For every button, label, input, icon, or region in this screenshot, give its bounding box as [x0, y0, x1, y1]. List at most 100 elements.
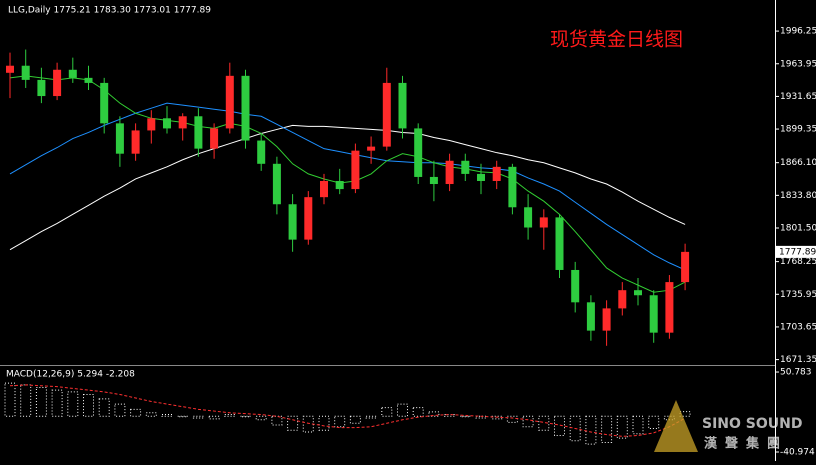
candle-body	[367, 146, 376, 151]
candle-body	[382, 82, 391, 147]
header: LLG,Daily 1775.21 1783.30 1773.01 1777.8…	[8, 6, 211, 16]
candle-body	[68, 69, 77, 78]
y-tick-label: 1801.50	[780, 224, 816, 234]
macd-bar	[506, 415, 518, 423]
candle-body	[665, 282, 674, 333]
watermark-logo	[654, 400, 698, 452]
macd-bar	[240, 415, 251, 418]
candle-body	[257, 140, 266, 164]
candle-body	[84, 77, 93, 83]
candle-body	[304, 197, 313, 240]
candle-body	[320, 180, 328, 198]
candle-body	[131, 130, 140, 154]
watermark: SINO SOUND 漢聲集團	[654, 400, 802, 452]
macd-bar	[632, 415, 644, 435]
y-tick-label: 1735.95	[780, 290, 816, 300]
macd-bar	[334, 415, 346, 428]
candle-body	[100, 82, 109, 124]
macd-bar	[585, 415, 597, 445]
candle-body	[681, 251, 690, 283]
macd-bar	[569, 415, 581, 442]
candle-body	[37, 79, 46, 97]
candle-body	[539, 217, 548, 228]
candle-body	[53, 69, 62, 97]
macd-bar	[98, 398, 110, 417]
candle-body	[508, 166, 517, 208]
candle-body	[241, 75, 250, 141]
y-tick-label: 1899.35	[780, 125, 816, 135]
y-tick-label: -40.974	[780, 448, 815, 458]
candle-body	[414, 128, 423, 177]
macd-bar	[522, 415, 534, 428]
y-tick-label: 1963.95	[780, 59, 816, 69]
y-tick-label: 1671.35	[780, 355, 816, 365]
candle-body	[634, 290, 642, 296]
candle-body	[225, 75, 234, 129]
candle-body	[445, 160, 454, 185]
y-tick-label: 1931.65	[780, 92, 816, 102]
macd-bar	[145, 412, 157, 417]
candle-body	[524, 207, 533, 228]
candle-body	[602, 308, 611, 331]
chart-title: 现货黄金日线图	[550, 29, 683, 51]
macd-bar	[381, 407, 393, 417]
macd-bar	[554, 415, 565, 436]
macd-bar	[83, 394, 94, 417]
candle-body	[351, 150, 360, 190]
candle-body	[288, 204, 297, 240]
candle-body	[429, 176, 438, 185]
macd-bar	[177, 415, 189, 418]
candle-body	[6, 65, 14, 73]
macd-bar	[397, 403, 408, 417]
candle-body	[21, 65, 30, 80]
candle-body	[178, 116, 187, 129]
macd-bar	[35, 387, 47, 417]
y-tick-label: 1996.25	[780, 27, 816, 37]
y-tick-label: 1703.65	[780, 322, 816, 332]
candle-body	[555, 217, 564, 270]
watermark-brand: SINO SOUND	[702, 416, 802, 432]
candle-body	[477, 173, 485, 181]
macd-title: MACD(12,26,9) 5.294 -2.208	[6, 370, 135, 380]
macd-bar	[459, 415, 471, 418]
moving-average	[9, 75, 686, 293]
macd-bar	[67, 391, 79, 417]
macd-bar	[648, 415, 660, 429]
last-price-label: 1777.89	[779, 247, 816, 257]
macd-bar	[349, 415, 361, 424]
y-tick-label: 50.783	[780, 368, 812, 378]
candle-body	[210, 128, 219, 149]
y-tick-label: 1768.25	[780, 257, 816, 267]
macd-bar	[114, 403, 126, 417]
moving-average	[9, 124, 686, 251]
macd-bar	[302, 415, 314, 433]
candle-body	[335, 180, 344, 190]
macd-signal	[9, 384, 686, 437]
candle-body	[272, 163, 281, 205]
candle-body	[398, 82, 407, 129]
moving-average	[9, 102, 686, 271]
macd-bar	[271, 415, 283, 426]
y-tick-label: 1833.80	[780, 191, 816, 201]
candle-body	[194, 116, 203, 149]
candle-body	[147, 118, 156, 131]
plot-layer: 1996.25 1963.95 1931.65 1899.35 1866.10 1833.…	[4, 27, 816, 458]
y-tick-label: 1866.10	[780, 158, 816, 168]
candle-body	[586, 302, 595, 331]
candle-body	[461, 160, 470, 174]
macd-bar	[616, 415, 628, 439]
candle-body	[618, 290, 627, 309]
watermark-brand-zh: 漢聲集團	[704, 436, 788, 452]
last-price-box	[776, 245, 816, 258]
macd-bar	[679, 411, 691, 417]
macd-bar	[130, 408, 142, 417]
candle-body	[492, 166, 501, 181]
macd-bar	[4, 382, 16, 417]
candle-body	[115, 123, 124, 154]
macd-bar	[428, 411, 440, 417]
macd-bar	[255, 415, 267, 421]
candle-body	[571, 269, 580, 303]
candle-body	[649, 295, 658, 333]
